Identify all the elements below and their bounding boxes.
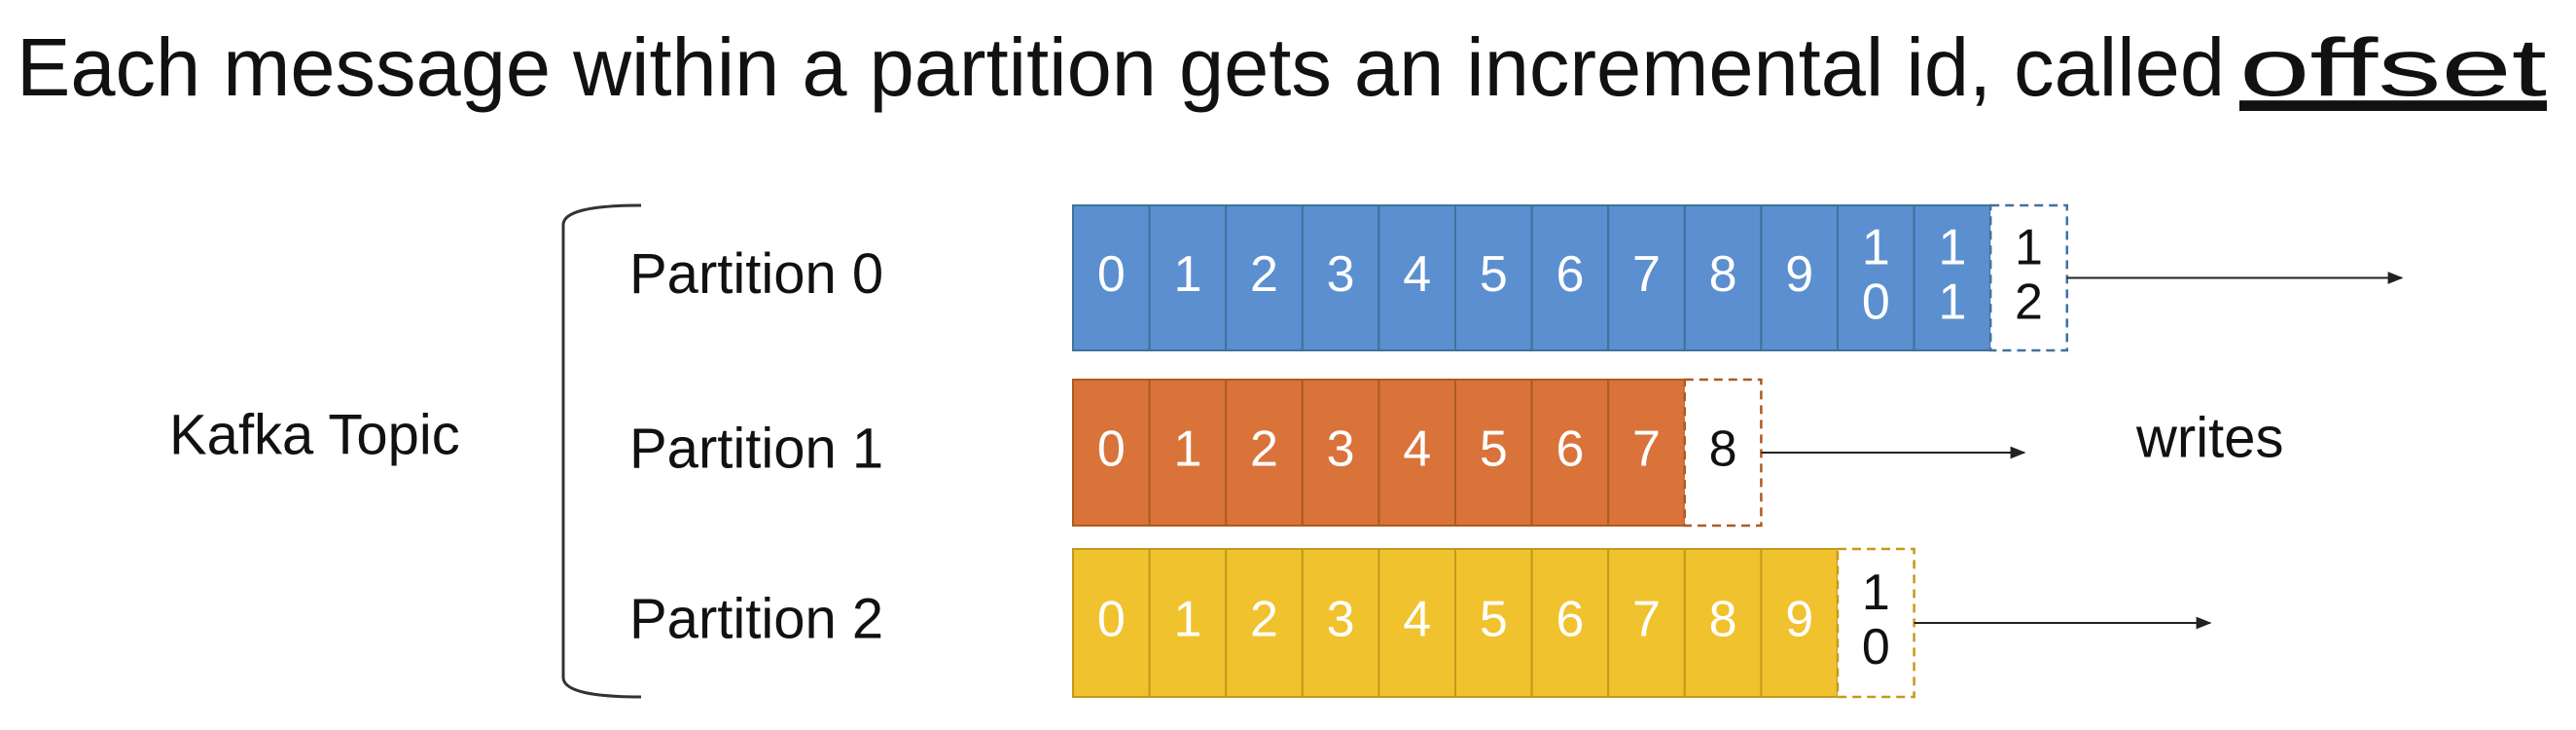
offset-label: 4 bbox=[1403, 246, 1431, 303]
message-cell bbox=[1913, 204, 1992, 351]
topic-label: Kafka Topic bbox=[169, 403, 460, 466]
offset-label: 1 bbox=[1173, 592, 1201, 648]
message-cell bbox=[1301, 548, 1380, 698]
message-cell bbox=[1683, 204, 1763, 351]
message-cell bbox=[1607, 379, 1686, 527]
offset-label: 7 bbox=[1632, 246, 1661, 303]
message-cell bbox=[1148, 204, 1228, 351]
message-cell bbox=[1454, 204, 1533, 351]
offset-label: 7 bbox=[1632, 421, 1661, 478]
writes-label: writes bbox=[2135, 406, 2283, 469]
offset-label: 2 bbox=[1250, 421, 1278, 478]
message-cell bbox=[1072, 204, 1151, 351]
message-cell bbox=[1683, 548, 1763, 698]
offset-label: 9 bbox=[1785, 592, 1813, 648]
message-cell bbox=[1301, 379, 1380, 527]
offset-label: 6 bbox=[1556, 246, 1584, 303]
message-cell bbox=[1225, 379, 1304, 527]
offset-label: 0 bbox=[1097, 421, 1126, 478]
message-cell bbox=[1148, 548, 1228, 698]
offset-label: 3 bbox=[1327, 592, 1355, 648]
message-cell bbox=[1377, 548, 1457, 698]
message-cell bbox=[1530, 204, 1610, 351]
offset-label: 9 bbox=[1785, 246, 1813, 303]
offset-label: 6 bbox=[1556, 421, 1584, 478]
message-cell bbox=[1225, 548, 1304, 698]
message-cell bbox=[1607, 548, 1686, 698]
title: Each message within a partition gets an … bbox=[17, 21, 2225, 113]
offset-label: 8 bbox=[1709, 421, 1737, 478]
message-cell bbox=[1837, 204, 1915, 351]
offset-label: 3 bbox=[1327, 421, 1355, 478]
message-cell bbox=[1530, 548, 1610, 698]
offset-label: 8 bbox=[1709, 246, 1737, 303]
offset-label: 4 bbox=[1403, 592, 1431, 648]
message-cell bbox=[1301, 204, 1380, 351]
message-cell bbox=[1072, 379, 1151, 527]
offset-label: 8 bbox=[1709, 592, 1737, 648]
offset-label: 3 bbox=[1327, 246, 1355, 303]
message-cell bbox=[1072, 548, 1151, 698]
message-cell bbox=[1760, 204, 1840, 351]
partition-label: Partition 0 bbox=[629, 242, 883, 306]
bracket bbox=[561, 203, 642, 699]
message-cell bbox=[1377, 379, 1457, 527]
partition-label: Partition 1 bbox=[629, 417, 883, 480]
offset-label: 1 bbox=[1173, 421, 1201, 478]
offset-label: 5 bbox=[1480, 592, 1508, 648]
offset-label: 4 bbox=[1403, 421, 1431, 478]
message-cell bbox=[1607, 204, 1686, 351]
message-cell bbox=[1454, 379, 1533, 527]
partition-label: Partition 2 bbox=[629, 587, 883, 650]
offset-label: 5 bbox=[1480, 246, 1508, 303]
next-cell bbox=[1683, 378, 1763, 528]
offset-label: 1 bbox=[1173, 246, 1201, 303]
offset-label: 5 bbox=[1480, 421, 1508, 478]
offset-label: 0 bbox=[1097, 246, 1126, 303]
message-cell bbox=[1530, 379, 1610, 527]
offset-label: 2 bbox=[1250, 592, 1278, 648]
message-cell bbox=[1225, 204, 1304, 351]
offset-label: 2 bbox=[1250, 246, 1278, 303]
offset-label: 7 bbox=[1632, 592, 1661, 648]
offset-label: 6 bbox=[1556, 592, 1584, 648]
offset-label: 0 bbox=[1097, 592, 1126, 648]
message-cell bbox=[1148, 379, 1228, 527]
title-emphasis: offset bbox=[2239, 21, 2547, 113]
